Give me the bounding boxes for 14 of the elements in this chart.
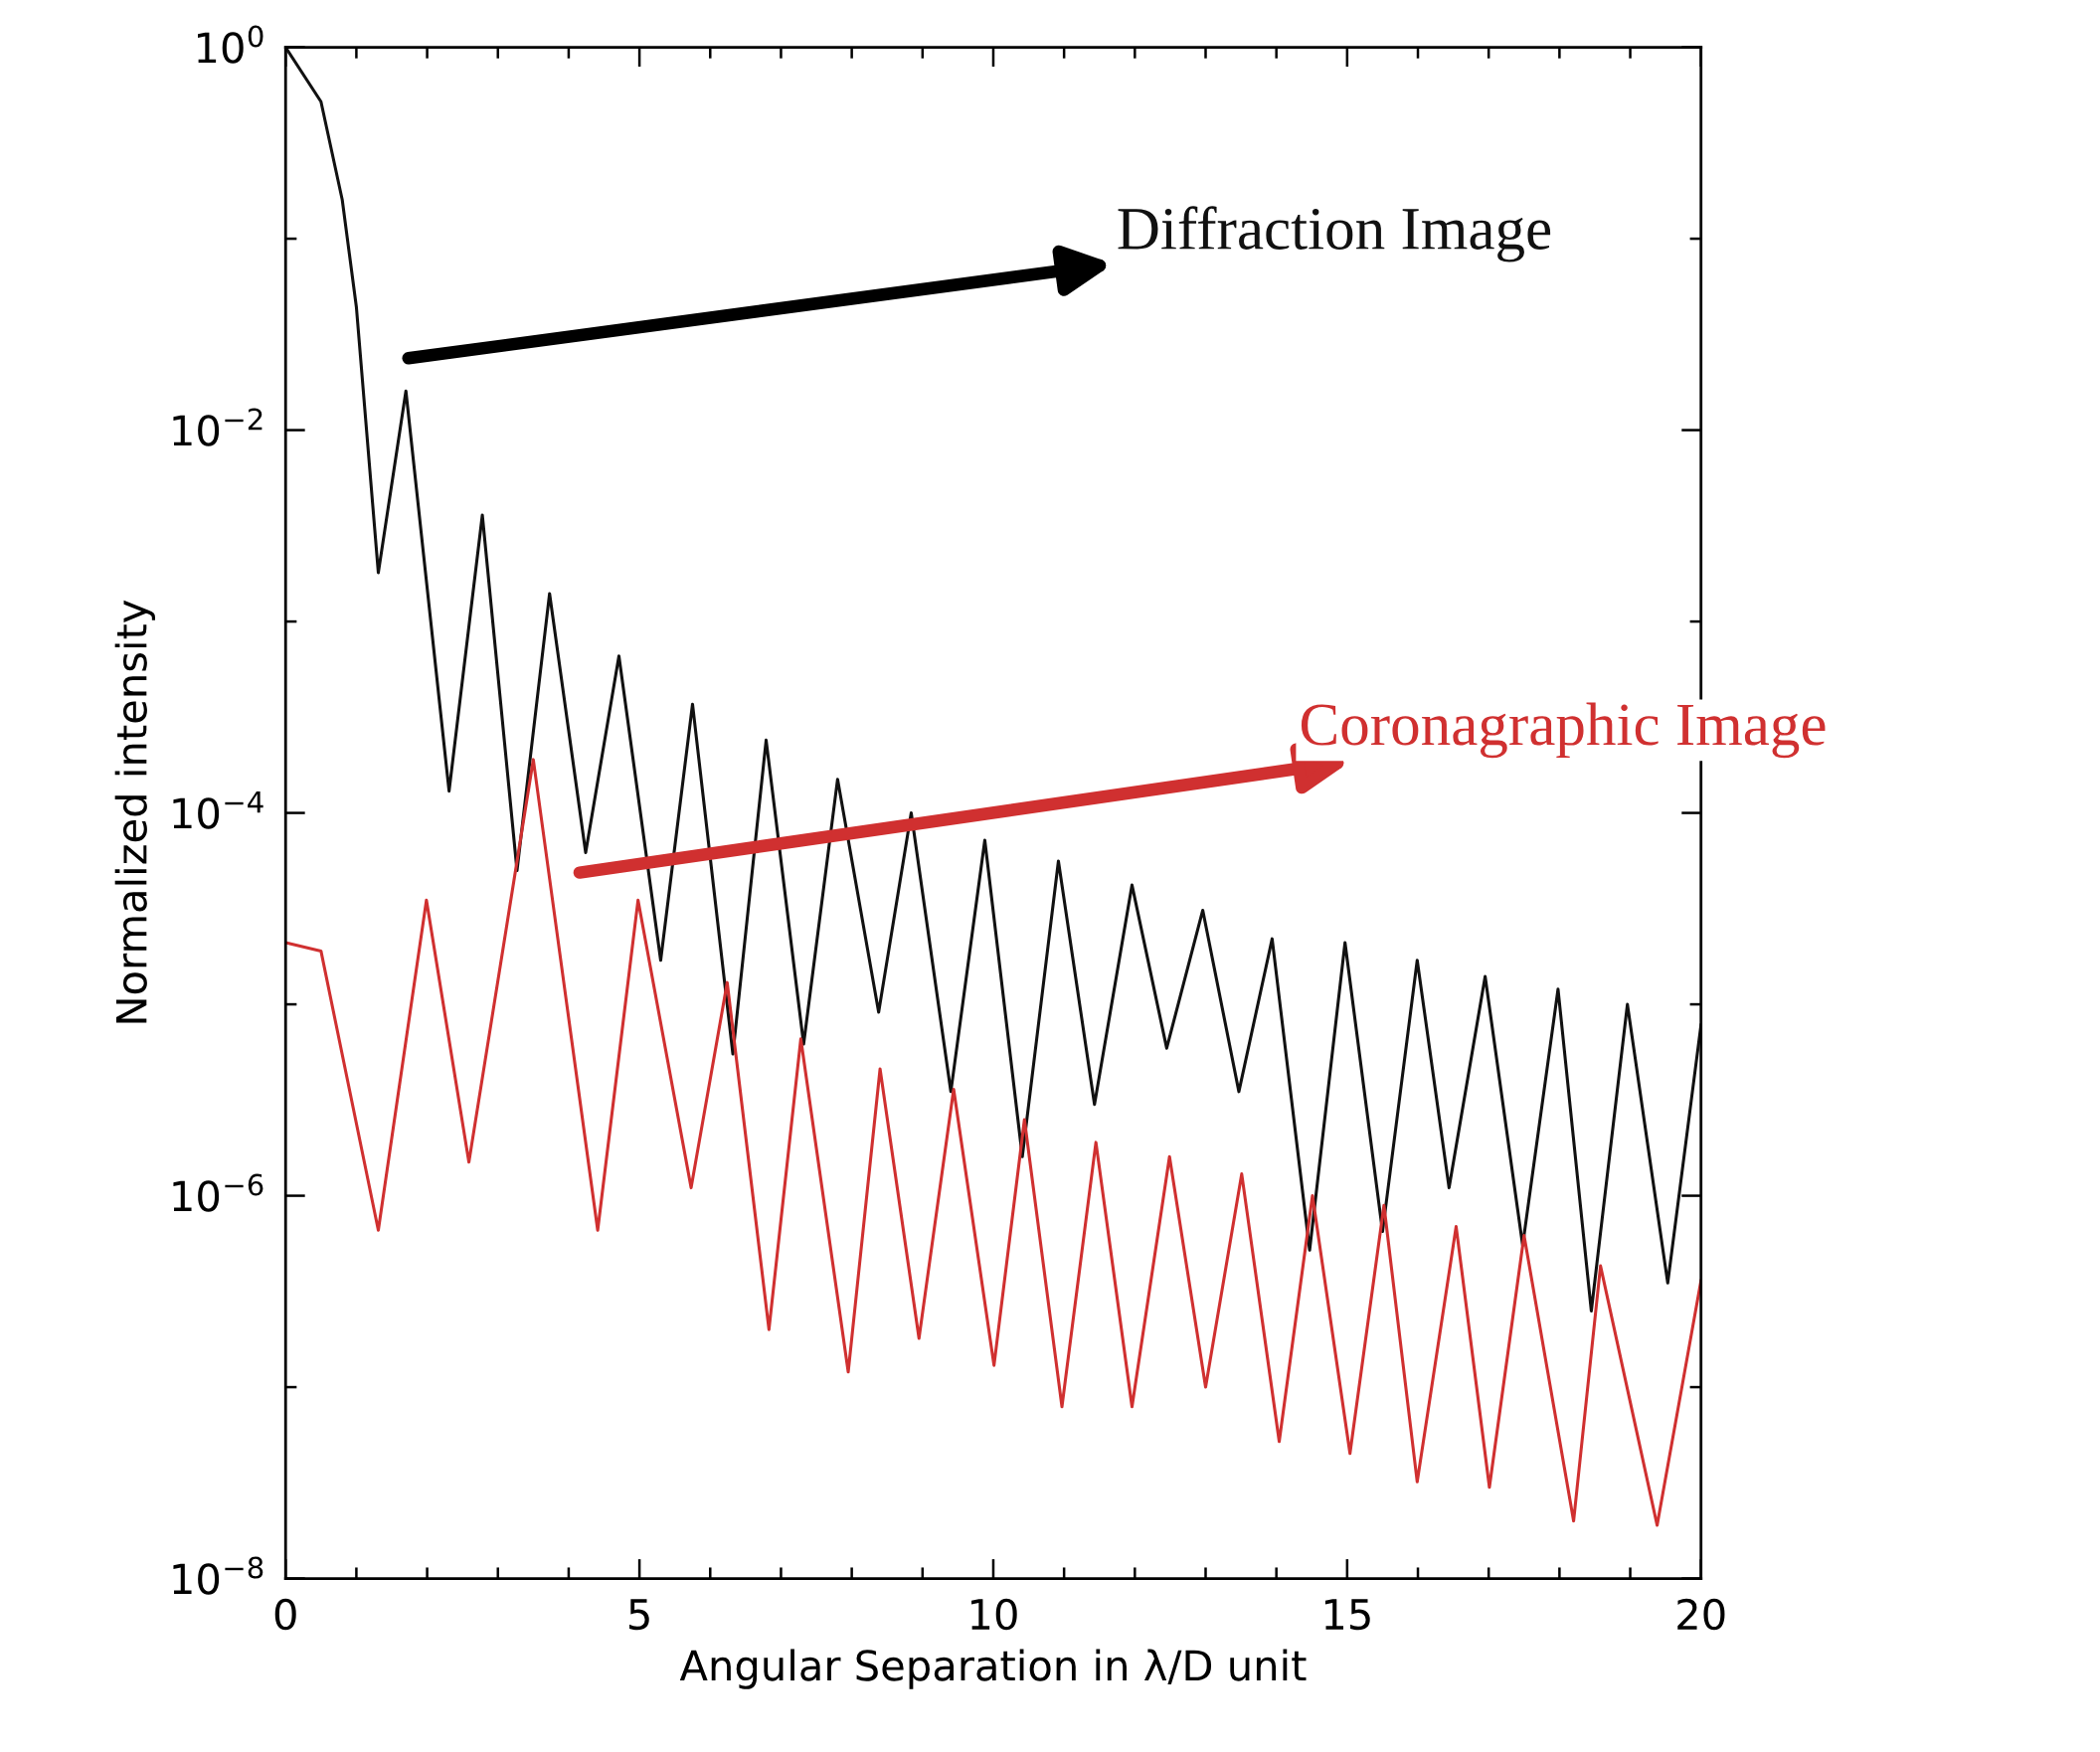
x-tick-label: 15 bbox=[1324, 1599, 1370, 1631]
y-tick-label: 10$^{−2}$ bbox=[173, 408, 262, 446]
text: Diffraction Image bbox=[1118, 206, 1551, 263]
x-tick-label: 5 bbox=[629, 1599, 649, 1631]
x-tick-label: 0 bbox=[274, 1598, 296, 1631]
x-tick-label: 20 bbox=[1677, 1598, 1725, 1631]
y-tick-label: 10$^{0}$ bbox=[198, 25, 263, 64]
y-tick-label: 10$^{−8}$ bbox=[173, 1556, 263, 1595]
x-axis-title: Angular Separation in λ/D unit bbox=[679, 1649, 1307, 1689]
y-tick-label: 10$^{−4}$ bbox=[173, 790, 263, 829]
y-tick-label: 10$^{−6}$ bbox=[173, 1173, 263, 1212]
y-axis-title: Normalized intensity bbox=[114, 600, 155, 1023]
text: Coronagraphic Image bbox=[1301, 702, 1826, 759]
x-tick-label: 10 bbox=[971, 1598, 1017, 1631]
